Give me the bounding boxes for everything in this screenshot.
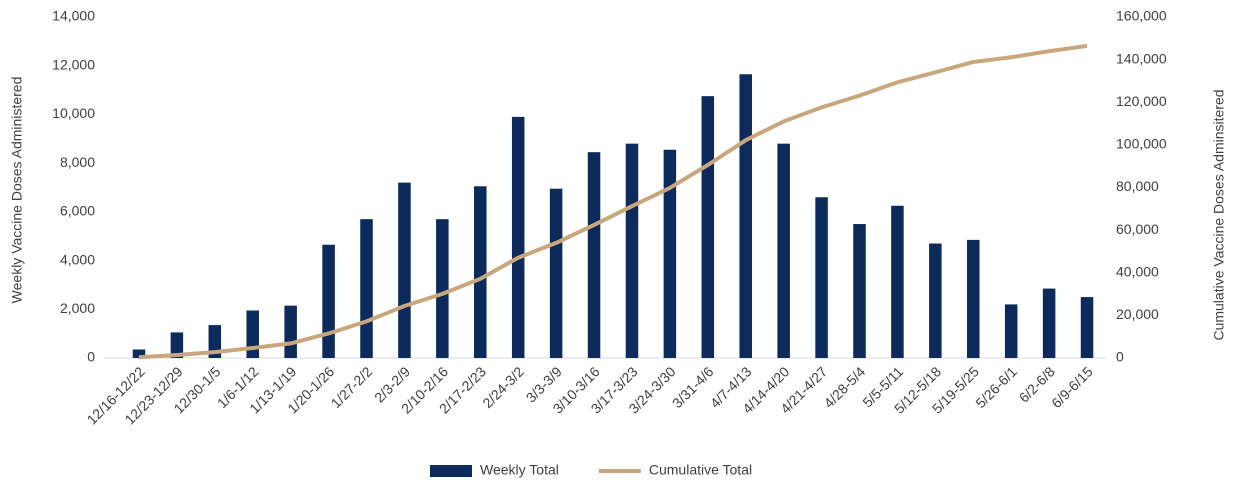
bar (587, 152, 601, 358)
x-tick-label: 6/9-6/15 (1048, 363, 1096, 411)
y2-tick-label: 100,000 (1116, 136, 1167, 152)
y-axis-title: Weekly Vaccine Doses Administered (9, 77, 25, 304)
bar (170, 332, 184, 358)
bar (208, 325, 222, 358)
y-tick-label: 4,000 (60, 251, 95, 267)
bar (398, 182, 411, 358)
x-tick-label: 5/26-6/1 (972, 363, 1020, 411)
x-tick-label: 4/28-5/4 (821, 363, 869, 411)
y2-tick-label: 80,000 (1116, 178, 1159, 194)
y-tick-label: 6,000 (60, 203, 95, 219)
y-tick-label: 2,000 (60, 300, 95, 316)
bar (739, 74, 752, 358)
x-tick-label: 2/24-3/2 (479, 363, 527, 411)
bar (284, 305, 297, 358)
y2-tick-label: 20,000 (1116, 306, 1159, 322)
bar (663, 149, 677, 358)
bar (549, 188, 563, 358)
bar (777, 143, 790, 358)
y2-tick-label: 40,000 (1116, 263, 1159, 279)
y-tick-label: 0 (87, 349, 95, 365)
y-tick-label: 8,000 (60, 154, 95, 170)
y-tick-label: 10,000 (52, 105, 95, 121)
bar (1080, 297, 1094, 358)
bar (815, 197, 828, 358)
x-tick-label: 3/31-4/6 (669, 363, 717, 411)
bar (511, 116, 525, 358)
y2-tick-label: 160,000 (1116, 8, 1167, 24)
x-tick-label: 1/27-2/2 (328, 363, 376, 411)
y-tick-label: 14,000 (52, 8, 95, 24)
legend-label: Cumulative Total (649, 462, 752, 478)
bar (322, 244, 335, 358)
bar (474, 186, 487, 358)
bar (360, 219, 373, 358)
y2-axis-title: Cumulative Vaccine Doses Adminsitered (1211, 89, 1227, 340)
line (138, 43, 1088, 360)
y2-tick-label: 60,000 (1116, 221, 1159, 237)
bar (132, 349, 146, 358)
bar (246, 310, 259, 358)
bar (967, 239, 980, 358)
y2-tick-label: 0 (1116, 349, 1124, 365)
bar (1004, 304, 1018, 358)
y-tick-label: 12,000 (52, 56, 95, 72)
y2-tick-label: 120,000 (1116, 93, 1167, 109)
legend-swatch (430, 465, 472, 477)
bar (436, 219, 449, 358)
bar (701, 96, 715, 359)
bar (853, 224, 866, 358)
bar (929, 243, 942, 358)
bar (625, 143, 639, 358)
legend-label: Weekly Total (480, 462, 559, 478)
y2-tick-label: 140,000 (1116, 50, 1167, 66)
bar (891, 205, 904, 358)
bar (1042, 288, 1056, 358)
